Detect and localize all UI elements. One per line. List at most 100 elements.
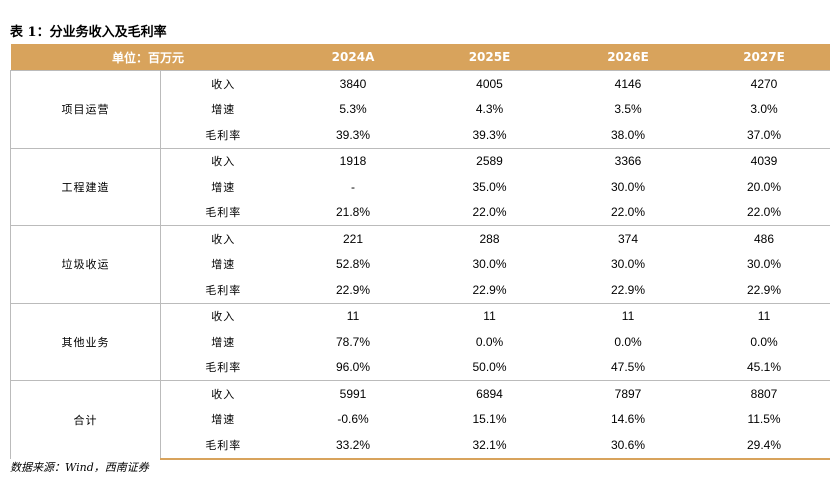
cell-value: 0.0% <box>750 334 778 349</box>
cell-value: 22.0% <box>611 205 646 220</box>
cell-value: 38.0% <box>611 127 646 142</box>
metric-name: 增速 <box>211 258 236 272</box>
cell-value: 21.8% <box>336 205 371 220</box>
cell-value: 39.3% <box>336 127 371 142</box>
table-row: 增速 5.3% 4.3% 3.5% 3.0% <box>11 97 830 123</box>
cell-value: 4146 <box>558 70 698 97</box>
cell-value: 1918 <box>285 147 421 174</box>
cell-value: 2589 <box>420 147 559 174</box>
cell-value: 29.4% <box>697 432 830 460</box>
table-row: 合计 收入 5991 6894 7897 8807 <box>10 380 830 459</box>
cell-value: 30.6% <box>558 432 698 460</box>
table-title: 表 1：分业务收入及毛利率 <box>10 25 167 40</box>
cell-value: 78.7% <box>336 334 371 349</box>
cell-value: 0.0% <box>614 334 642 349</box>
cell-value: 14.6% <box>611 412 646 427</box>
cell-value: 8807 <box>697 380 830 407</box>
table-row: 毛利率 22.9% 22.9% 22.9% 22.9% <box>11 277 830 303</box>
header-year: 2025E <box>420 44 559 71</box>
metric-name: 收入 <box>160 225 286 252</box>
metric-name: 增速 <box>211 103 236 117</box>
metric-name: 毛利率 <box>205 128 242 142</box>
cell-value: 20.0% <box>747 179 782 194</box>
metric-name: 毛利率 <box>205 206 242 220</box>
header-year: 2024A <box>285 44 421 71</box>
group-name: 工程建造 <box>10 147 161 226</box>
header-year: 2027E <box>697 44 830 71</box>
cell-value: 374 <box>558 225 698 252</box>
cell-value: 3840 <box>285 70 421 97</box>
table-row: 毛利率 33.2% 32.1% 30.6% 29.4% <box>11 432 830 460</box>
cell-value: 35.0% <box>472 179 507 194</box>
cell-value: 3.0% <box>750 102 778 117</box>
metric-name: 收入 <box>160 302 286 329</box>
cell-value: 3.5% <box>614 102 642 117</box>
table-row: 毛利率 21.8% 22.0% 22.0% 22.0% <box>11 200 830 226</box>
cell-value: 15.1% <box>472 412 507 427</box>
group-name: 垃圾收运 <box>10 225 161 303</box>
metric-name: 毛利率 <box>160 432 286 460</box>
metric-name: 毛利率 <box>205 283 242 297</box>
cell-value: 0.0% <box>475 334 504 349</box>
cell-value: 96.0% <box>336 360 371 375</box>
table-row: 增速 - 35.0% 30.0% 20.0% <box>11 174 830 200</box>
cell-value: 11 <box>697 302 830 329</box>
group-name: 其他业务 <box>10 302 161 381</box>
table-row: 垃圾收运 收入 221 288 374 486 <box>10 225 830 303</box>
cell-value: 22.9% <box>611 282 646 297</box>
cell-value: 22.0% <box>472 205 507 220</box>
metric-name: 收入 <box>160 70 286 97</box>
cell-value: - <box>351 179 356 194</box>
metric-name: 毛利率 <box>205 361 242 375</box>
header-row: 单位：百万元 2024A 2025E 2026E 2027E <box>10 44 830 71</box>
cell-value: 11 <box>420 302 559 329</box>
group-name: 合计 <box>10 380 161 459</box>
metric-name: 增速 <box>211 335 236 349</box>
table: 单位：百万元 2024A 2025E 2026E 2027E 项目运营 收入 3840 400… <box>10 44 830 460</box>
cell-value: -0.6% <box>337 412 369 427</box>
table-row: 毛利率 39.3% 39.3% 38.0% 37.0% <box>11 122 830 148</box>
cell-value: 4.3% <box>475 102 504 117</box>
cell-value: 11.5% <box>747 412 781 427</box>
table-row: 增速 -0.6% 15.1% 14.6% 11.5% <box>11 407 830 433</box>
metric-name: 收入 <box>160 147 286 174</box>
cell-value: 33.2% <box>285 432 421 460</box>
metric-name: 增速 <box>211 413 236 427</box>
table-row: 毛利率 96.0% 50.0% 47.5% 45.1% <box>11 355 830 381</box>
cell-value: 11 <box>558 302 698 329</box>
cell-value: 7897 <box>558 380 698 407</box>
cell-value: 50.0% <box>472 360 507 375</box>
cell-value: 4270 <box>697 70 830 97</box>
cell-value: 5991 <box>285 380 421 407</box>
cell-value: 5.3% <box>339 102 367 117</box>
cell-value: 221 <box>285 225 421 252</box>
group-name: 项目运营 <box>10 70 161 148</box>
table-body: 项目运营 收入 3840 4005 4146 4270 增速 5.3% 4.3% 3.5% 3.0%… <box>10 70 830 460</box>
header-unit: 单位：百万元 <box>10 44 286 71</box>
cell-value: 30.0% <box>747 257 782 272</box>
cell-value: 6894 <box>420 380 559 407</box>
header-year: 2026E <box>558 44 698 71</box>
cell-value: 32.1% <box>420 432 559 460</box>
cell-value: 288 <box>420 225 559 252</box>
cell-value: 30.0% <box>472 257 507 272</box>
metric-name: 增速 <box>211 180 236 194</box>
cell-value: 30.0% <box>611 257 646 272</box>
cell-value: 486 <box>697 225 830 252</box>
cell-value: 4039 <box>697 147 830 174</box>
cell-value: 30.0% <box>611 179 646 194</box>
cell-value: 47.5% <box>611 360 646 375</box>
table-row: 增速 78.7% 0.0% 0.0% 0.0% <box>11 329 830 355</box>
cell-value: 45.1% <box>747 360 782 375</box>
cell-value: 52.8% <box>336 257 371 272</box>
cell-value: 22.0% <box>747 205 782 220</box>
cell-value: 22.9% <box>747 282 782 297</box>
table-row: 项目运营 收入 3840 4005 4146 4270 <box>10 70 830 148</box>
metric-name: 收入 <box>160 380 286 407</box>
source-note: 数据来源：Wind，西南证券 <box>10 461 149 474</box>
table-row: 工程建造 收入 1918 2589 3366 4039 <box>10 147 830 226</box>
cell-value: 11 <box>285 302 421 329</box>
table-row: 其他业务 收入 11 11 11 11 <box>10 302 830 381</box>
cell-value: 39.3% <box>472 127 507 142</box>
